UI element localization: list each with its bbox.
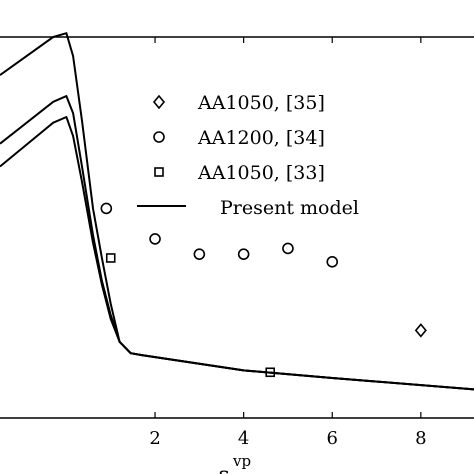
x-axis-label: εvpg: [218, 452, 251, 474]
circle-marker: [326, 255, 339, 268]
legend-label: Present model: [220, 197, 359, 219]
legend-label: AA1050, [33]: [197, 162, 325, 184]
circle-marker: [237, 248, 250, 260]
x-tick-label: 8: [415, 428, 426, 449]
data-markers: [100, 202, 427, 378]
x-tick-label: 6: [327, 428, 338, 449]
legend-label: AA1050, [35]: [197, 92, 325, 114]
diamond-marker: [414, 323, 427, 338]
legend-label: AA1200, [34]: [197, 127, 325, 149]
legend-circle-icon: [153, 131, 165, 143]
axes: [0, 36, 474, 419]
x-axis-label-subscript: g: [233, 470, 243, 474]
legend-square-icon: [154, 167, 164, 177]
x-axis-label-superscript: vp: [232, 452, 251, 470]
circle-marker: [282, 242, 294, 255]
x-axis-label-base: ε: [218, 463, 229, 474]
model-curve: [0, 116, 474, 391]
square-marker: [105, 253, 116, 263]
x-tick-label: 4: [238, 428, 249, 449]
legend-diamond-icon: [152, 94, 166, 110]
square-marker: [265, 367, 276, 378]
x-tick-label: 2: [149, 428, 160, 449]
circle-marker: [149, 233, 161, 245]
x-ticks: 2 4 6 8: [149, 37, 427, 449]
circle-marker: [100, 202, 113, 215]
model-curves: [0, 32, 474, 391]
legend: AA1050, [35] AA1200, [34] AA1050, [33] Pres…: [137, 92, 359, 219]
circle-marker: [193, 248, 206, 260]
